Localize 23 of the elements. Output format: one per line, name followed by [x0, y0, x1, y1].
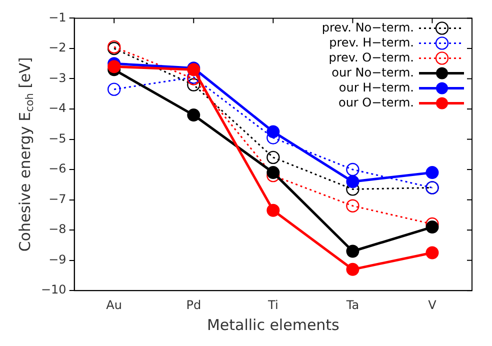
legend-label: prev. O−term. [328, 50, 414, 64]
y-tick-label: −5 [48, 131, 66, 146]
y-tick-label: −10 [40, 282, 66, 297]
y-tick-label: −3 [48, 70, 66, 85]
legend-label: our H−term. [338, 80, 414, 94]
x-tick-label: Au [106, 298, 122, 312]
legend-label: prev. No−term. [322, 20, 414, 34]
y-tick-label: −1 [48, 10, 66, 24]
y-tick-label: −9 [48, 252, 66, 266]
legend-label: our No−term. [332, 65, 414, 80]
x-tick-label: V [428, 298, 438, 312]
y-tick-label: −6 [48, 162, 66, 176]
y-axis-title: Cohesive energy Ecoh [eV] [16, 57, 36, 252]
x-axis-title: Metallic elements [206, 316, 340, 334]
legend-label: our O−term. [338, 95, 414, 110]
x-tick-label: Pd [186, 298, 202, 312]
legend-label: prev. H−term. [329, 35, 414, 50]
y-tick-label: −8 [48, 222, 66, 236]
x-tick-label: Ta [345, 298, 360, 312]
y-tick-label: −4 [48, 101, 66, 116]
y-tick-label: −7 [48, 192, 66, 206]
y-tick-label: −2 [48, 40, 66, 55]
x-tick-label: Ti [267, 298, 278, 312]
